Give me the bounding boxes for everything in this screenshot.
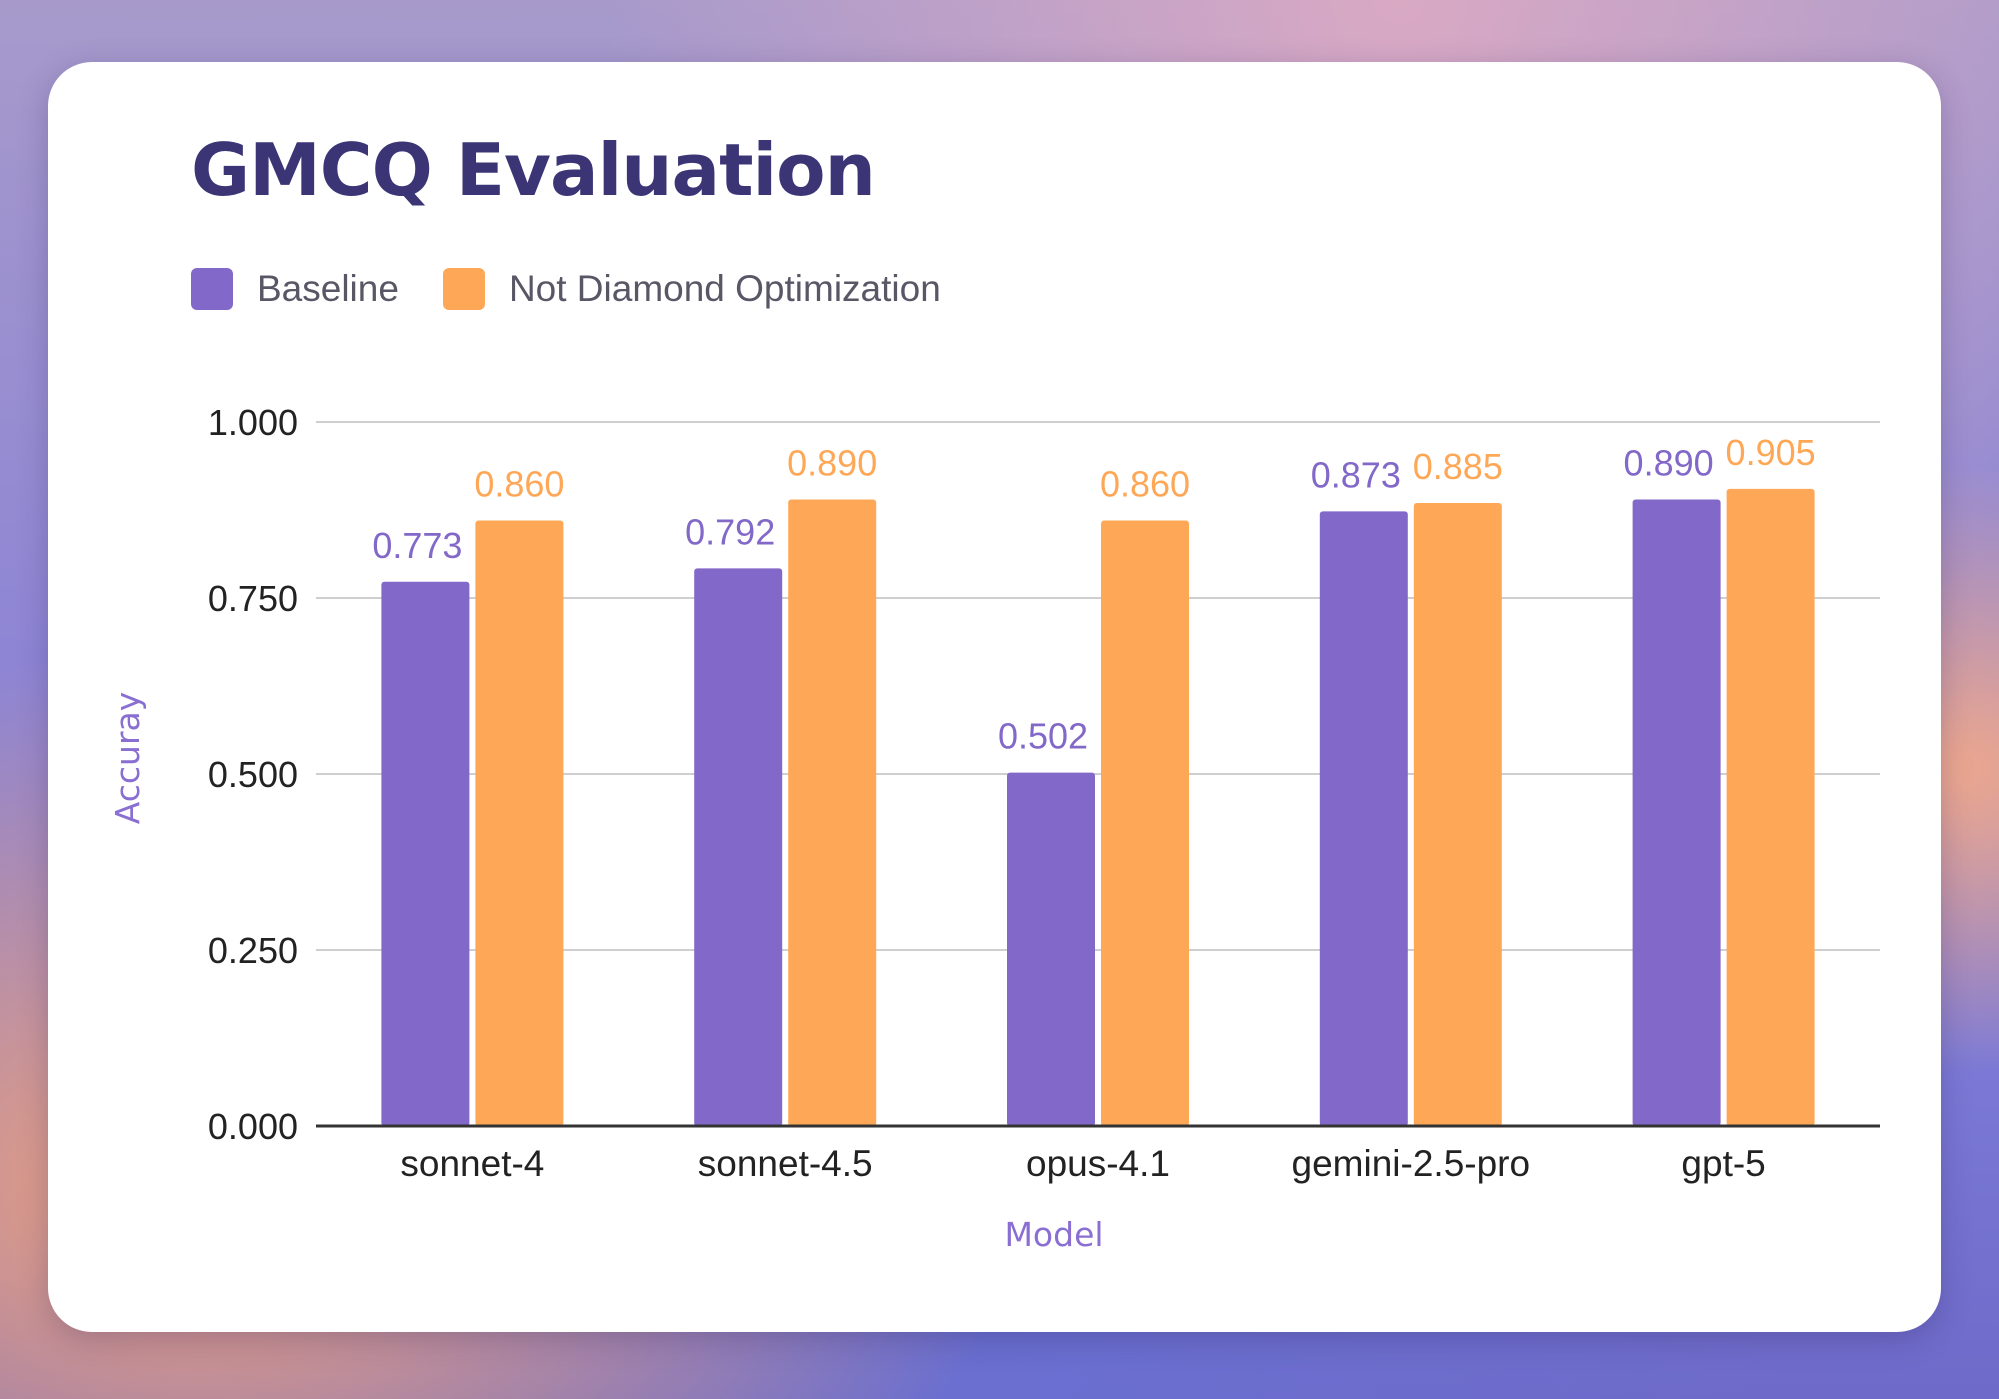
- bar-baseline: [694, 568, 783, 1126]
- data-label: 0.905: [1726, 432, 1816, 473]
- bar-baseline: [381, 581, 470, 1126]
- bar-optimized: [788, 499, 877, 1126]
- chart-title: GMCQ Evaluation: [191, 128, 876, 212]
- y-tick-label: 0.250: [208, 930, 298, 971]
- y-tick-label: 1.000: [208, 402, 298, 443]
- y-tick-label: 0.750: [208, 578, 298, 619]
- legend-swatch-baseline: [191, 268, 233, 310]
- bar-optimized: [1413, 502, 1502, 1127]
- x-axis-title: Model: [1004, 1215, 1103, 1254]
- x-tick-label: opus-4.1: [1026, 1143, 1170, 1184]
- bar-baseline: [1319, 511, 1408, 1127]
- y-tick-label: 0.500: [208, 754, 298, 795]
- legend-label-optimized: Not Diamond Optimization: [508, 268, 941, 309]
- x-tick-label: gpt-5: [1681, 1143, 1765, 1184]
- bar-optimized: [475, 520, 564, 1126]
- y-axis-title: Accuray: [108, 692, 147, 825]
- bar-baseline: [1632, 499, 1721, 1126]
- legend: Baseline Not Diamond Optimization: [191, 268, 985, 310]
- legend-item-baseline: Baseline: [191, 268, 399, 310]
- data-label: 0.860: [1100, 464, 1190, 505]
- data-label: 0.860: [474, 464, 564, 505]
- x-tick-label: gemini-2.5-pro: [1292, 1143, 1531, 1184]
- data-label: 0.873: [1311, 454, 1401, 495]
- legend-swatch-optimized: [442, 268, 485, 310]
- data-label: 0.885: [1413, 446, 1503, 487]
- bar-optimized: [1726, 488, 1815, 1126]
- legend-item-optimized: Not Diamond Optimization: [442, 268, 941, 310]
- data-label: 0.890: [1624, 442, 1714, 483]
- x-tick-label: sonnet-4.5: [698, 1143, 873, 1184]
- legend-label-baseline: Baseline: [257, 268, 399, 309]
- bar-baseline: [1007, 772, 1095, 1126]
- x-tick-label: sonnet-4: [400, 1143, 544, 1184]
- bar-chart: 0.000 0.250 0.500 0.750 1.000 0.773 0.860 sonne…: [108, 402, 1880, 1254]
- data-label: 0.502: [998, 716, 1088, 757]
- data-label: 0.890: [787, 442, 877, 483]
- bar-optimized: [1101, 520, 1189, 1126]
- chart-card: GMCQ Evaluation Baseline Not Diamond Opt…: [48, 62, 1941, 1332]
- y-tick-label: 0.000: [208, 1106, 298, 1147]
- data-label: 0.773: [372, 525, 462, 566]
- data-label: 0.792: [685, 511, 775, 552]
